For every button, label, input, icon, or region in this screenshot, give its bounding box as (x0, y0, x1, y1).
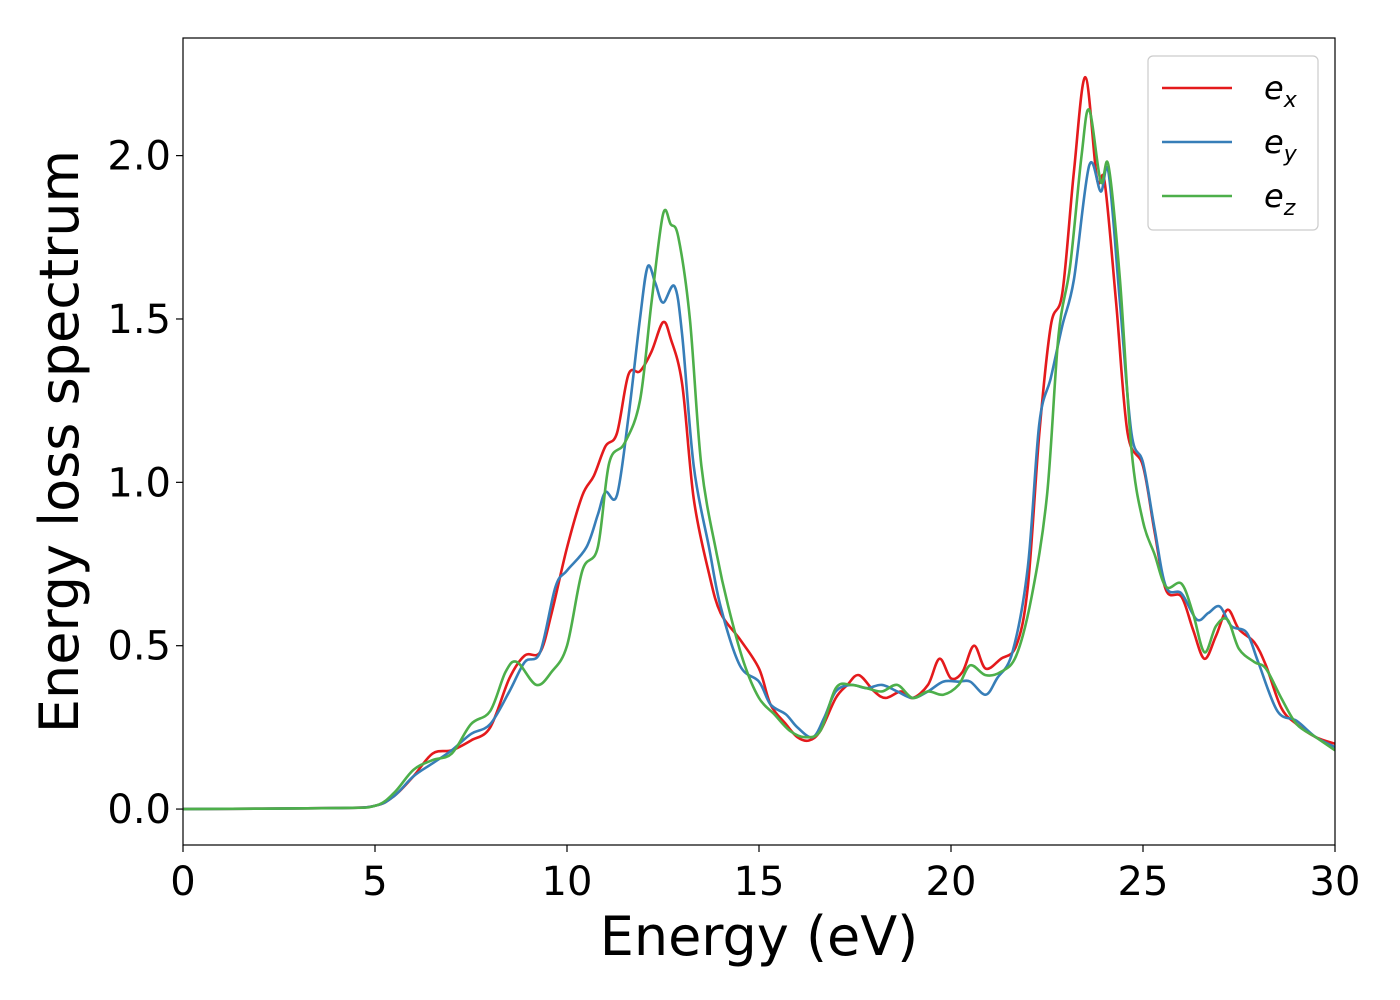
x-axis-title: Energy (eV) (600, 905, 919, 968)
series-line-ey (183, 160, 1335, 811)
legend-label-ey: ey (1264, 123, 1298, 167)
legend-label-ex: ex (1264, 69, 1298, 113)
x-tick-label: 5 (362, 859, 387, 905)
x-tick-label: 0 (170, 859, 195, 905)
y-axis-ticks: 0.0 0.5 1.0 1.5 2.0 (107, 134, 183, 833)
y-tick-label: 0.5 (107, 624, 171, 670)
y-axis-title: Energy loss spectrum (28, 150, 91, 733)
y-tick-label: 1.0 (107, 460, 171, 506)
x-axis-ticks: 0 5 10 15 20 25 30 (170, 845, 1360, 905)
series-lines (183, 75, 1335, 811)
y-tick-label: 0.0 (107, 787, 171, 833)
y-tick-label: 2.0 (107, 134, 171, 180)
x-tick-label: 10 (542, 859, 593, 905)
x-tick-label: 25 (1118, 859, 1169, 905)
series-line-ez (183, 108, 1335, 811)
x-tick-label: 30 (1310, 859, 1361, 905)
x-tick-label: 20 (926, 859, 977, 905)
x-tick-label: 15 (734, 859, 785, 905)
y-tick-label: 1.5 (107, 297, 171, 343)
legend-box (1147, 55, 1319, 231)
